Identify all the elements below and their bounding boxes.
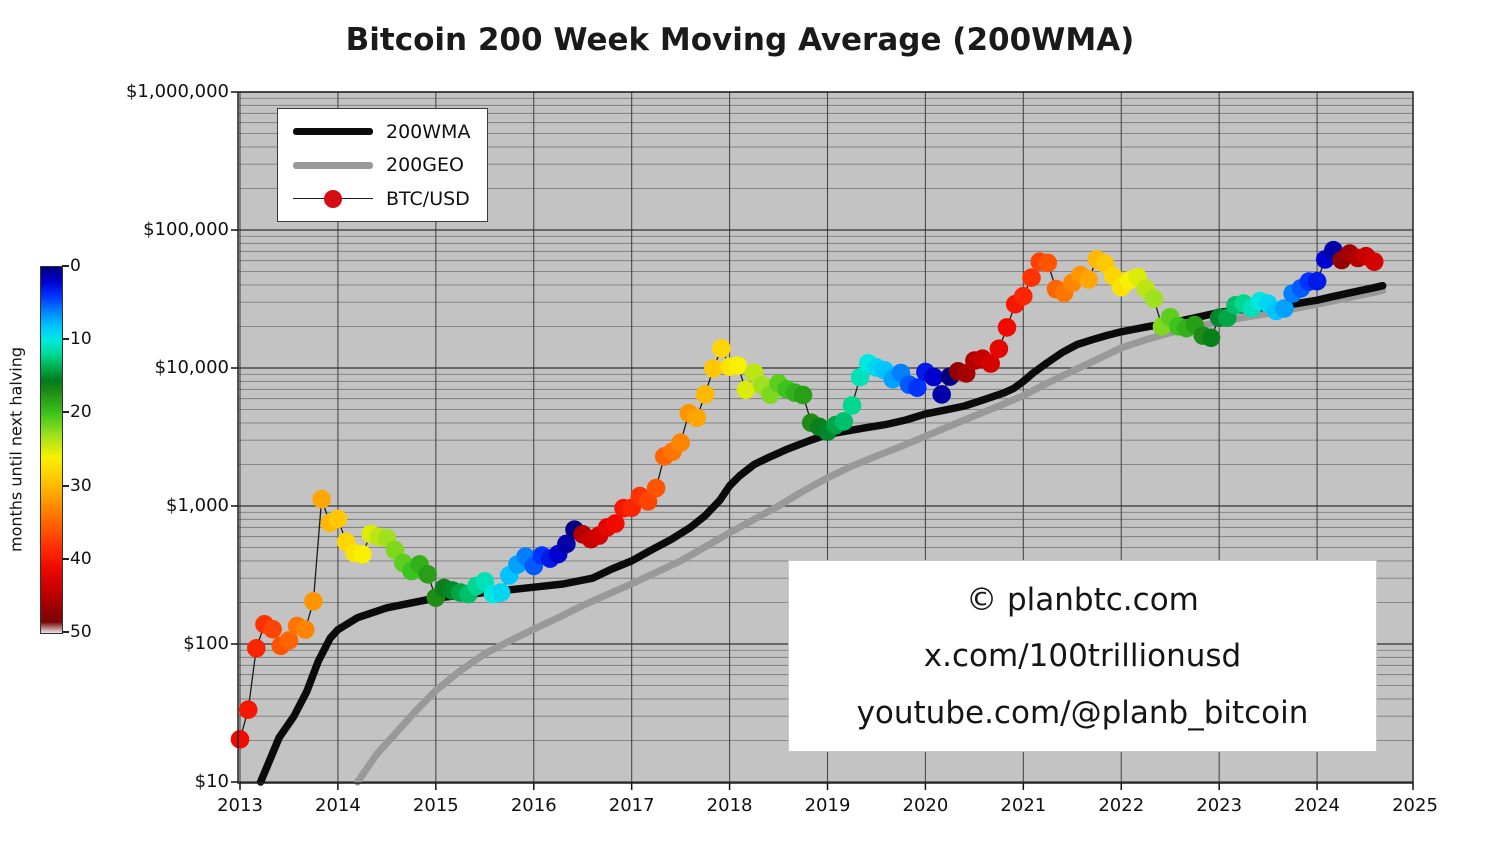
btc-dot	[646, 478, 666, 498]
btc-dot	[418, 565, 438, 584]
colorbar-tick-label: 30	[70, 475, 92, 496]
colorbar-tick-mark	[62, 631, 69, 633]
x-tick-label: 2018	[706, 795, 753, 816]
x-tick-label: 2025	[1392, 795, 1438, 816]
btc-dot	[1038, 253, 1058, 273]
chart-title: Bitcoin 200 Week Moving Average (200WMA)	[345, 22, 1135, 58]
btc-dot	[263, 619, 282, 639]
colorbar-tick-label: 20	[70, 402, 92, 423]
watermark-box: © planbtc.com x.com/100trillionusd youtu…	[788, 560, 1377, 752]
y-tick-label: $1,000	[166, 495, 229, 516]
x-tick-label: 2013	[217, 795, 263, 816]
btc-dot	[238, 700, 258, 719]
btc-dot	[1201, 328, 1221, 348]
legend-item-btcusd: BTC/USD	[278, 188, 487, 210]
btc-dot	[304, 592, 323, 611]
btc-dot	[981, 354, 1000, 373]
btc-dot	[1144, 289, 1164, 309]
btc-dot	[671, 433, 690, 453]
colorbar-gradient	[40, 266, 63, 634]
colorbar-tick-mark	[62, 484, 69, 487]
colorbar-tick-mark	[62, 265, 69, 267]
x-tick-label: 2017	[608, 795, 655, 816]
legend: 200WMA 200GEO BTC/USD	[277, 108, 488, 222]
btc-dot	[842, 396, 862, 415]
btc-dot	[279, 631, 299, 650]
btc-dot	[908, 378, 927, 398]
btc-dot	[296, 620, 315, 639]
btc-dot	[728, 356, 747, 376]
btc-dot	[1364, 252, 1384, 271]
x-tick-label: 2015	[412, 795, 459, 816]
x-tick-label: 2024	[1294, 795, 1340, 816]
legend-label: 200WMA	[386, 120, 471, 143]
btc-dot	[695, 385, 715, 404]
btc-dot	[246, 639, 266, 658]
x-tick-label: 2020	[902, 795, 949, 816]
btc-dot	[638, 492, 658, 511]
btc-dot	[712, 339, 731, 358]
btc-dot	[834, 412, 854, 431]
btc-dot	[1275, 299, 1294, 318]
btc-dot	[606, 514, 625, 533]
btc-dot	[687, 408, 707, 428]
btc-dot	[230, 730, 250, 749]
btcusd-dots	[230, 240, 1384, 749]
btc-dot	[1079, 270, 1098, 289]
btc-dot	[704, 359, 723, 378]
200wma-line-swatch	[293, 122, 373, 142]
btc-dot	[328, 509, 348, 529]
y-tick-label: $100	[183, 633, 229, 654]
x-tick-label: 2023	[1196, 795, 1243, 816]
y-tick-label: $100,000	[143, 219, 229, 240]
colorbar-tick-label: 50	[70, 622, 92, 642]
btc-dot	[1022, 268, 1041, 288]
x-tick-label: 2022	[1098, 795, 1145, 816]
legend-item-200wma: 200WMA	[278, 121, 487, 143]
colorbar-tick-mark	[62, 411, 69, 414]
colorbar-tick-label: 0	[70, 256, 81, 276]
y-tick-label: $1,000,000	[125, 81, 229, 102]
colorbar-tick-label: 10	[70, 329, 92, 350]
y-tick-label: $10,000	[154, 357, 229, 378]
x-tick-label: 2016	[510, 795, 557, 816]
x-tick-label: 2019	[804, 795, 851, 816]
btc-dot	[932, 385, 951, 404]
x-tick-label: 2021	[1000, 795, 1047, 816]
btc-dot	[989, 339, 1009, 359]
watermark-line-2: x.com/100trillionusd	[923, 638, 1242, 674]
200geo-line-swatch	[293, 155, 373, 175]
y-tick-label: $10	[194, 771, 229, 792]
btcusd-marker-swatch	[293, 189, 373, 209]
legend-item-200geo: 200GEO	[278, 154, 487, 176]
colorbar-tick-mark	[62, 557, 69, 560]
legend-label: 200GEO	[386, 154, 464, 176]
watermark-line-3: youtube.com/@planb_bitcoin	[856, 694, 1309, 731]
btc-dot	[1307, 271, 1327, 291]
btc-dot	[997, 318, 1017, 337]
btc-dot	[557, 534, 576, 554]
btc-dot	[312, 489, 331, 509]
btc-dot	[491, 583, 511, 602]
btc-dot	[793, 385, 813, 405]
btc-dot	[353, 545, 372, 564]
plot-border	[237, 91, 1414, 784]
btc-dot	[924, 367, 943, 387]
btc-dot	[850, 367, 870, 387]
x-tick-label: 2014	[315, 795, 361, 816]
colorbar-tick-label: 40	[70, 548, 92, 569]
legend-label: BTC/USD	[386, 187, 470, 210]
colorbar-tick-mark	[62, 338, 69, 341]
btc-dot	[736, 380, 756, 400]
colorbar-axis-label: months until next halving	[6, 347, 26, 553]
btc-dot	[1014, 286, 1033, 306]
watermark-line-1: © planbtc.com	[966, 581, 1199, 618]
axis-tick-marks	[231, 91, 1414, 790]
